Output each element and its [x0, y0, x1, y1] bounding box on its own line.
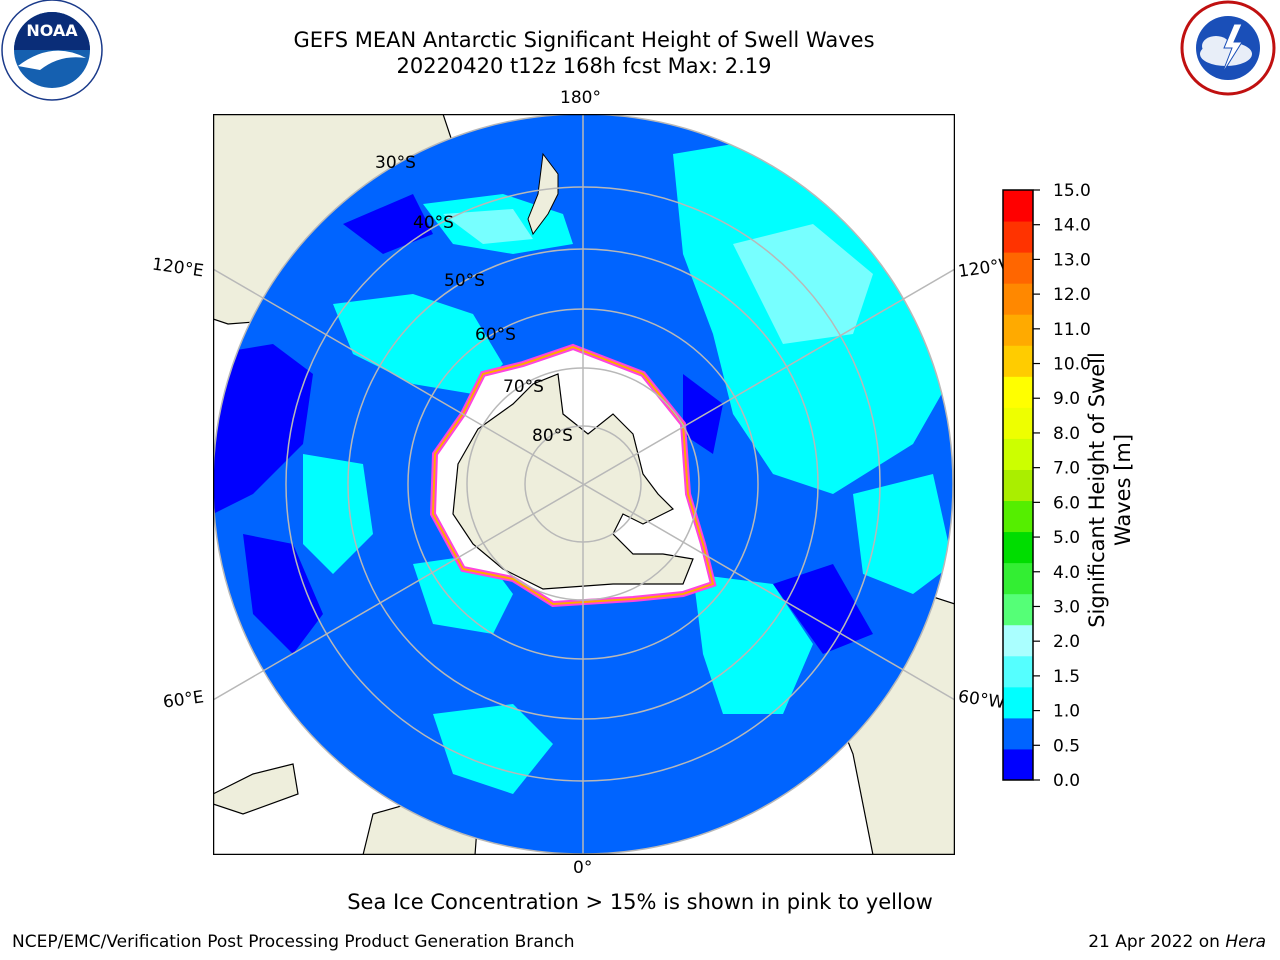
footer-host: Hera	[1225, 932, 1266, 952]
colorbar-tick-label: 2.0	[1053, 632, 1080, 652]
colorbar-swatch	[1003, 562, 1033, 595]
colorbar-tick-label: 3.0	[1053, 597, 1080, 617]
colorbar: 15.0 14.0 13.0 12.0 11.0 10.0 9.0 8.0 7.0 6.0 5.0 4…	[1002, 181, 1135, 791]
colorbar-tick-label: 0.5	[1053, 736, 1080, 756]
footer-date: 21 Apr 2022 on Hera	[1088, 932, 1266, 952]
colorbar-swatch	[1003, 531, 1033, 564]
colorbar-tick-label: 1.5	[1053, 667, 1080, 687]
colorbar-swatch	[1003, 624, 1033, 657]
colorbar-swatch	[1003, 376, 1033, 408]
colorbar-tick-label: 15.0	[1053, 181, 1091, 201]
colorbar-tick-label: 5.0	[1053, 528, 1080, 548]
colorbar-swatch	[1003, 469, 1033, 502]
colorbar-swatch	[1003, 345, 1033, 377]
colorbar-tick-label: 11.0	[1053, 320, 1091, 340]
colorbar-swatch	[1003, 190, 1033, 222]
colorbar-swatch	[1003, 221, 1033, 253]
footer-date-text: 21 Apr 2022 on	[1088, 932, 1226, 952]
colorbar-tick-label: 7.0	[1053, 459, 1080, 479]
colorbar-swatch	[1003, 283, 1033, 315]
colorbar-swatch	[1003, 252, 1033, 284]
madagascar-land	[213, 763, 299, 815]
lon-label-180: 180°	[560, 88, 601, 108]
noaa-logo: NOAA	[1, 0, 103, 101]
polar-map: 30°S 40°S 50°S 60°S 70°S 80°S	[213, 114, 955, 855]
lon-label-0: 0°	[573, 858, 593, 878]
colorbar-swatch	[1003, 748, 1033, 781]
colorbar-tick-label: 4.0	[1053, 563, 1080, 583]
colorbar-swatch	[1003, 686, 1033, 719]
colorbar-tick-label: 6.0	[1053, 493, 1080, 513]
lat-label-60s: 60°S	[475, 325, 516, 345]
colorbar-swatch	[1003, 717, 1033, 750]
colorbar-swatch	[1003, 655, 1033, 688]
chart-title: GEFS MEAN Antarctic Significant Height o…	[293, 28, 875, 52]
lat-label-70s: 70°S	[503, 377, 544, 397]
colorbar-tick-label: 0.0	[1053, 771, 1080, 791]
chart-subtitle: 20220420 t12z 168h fcst Max: 2.19	[396, 54, 772, 78]
colorbar-swatch	[1003, 407, 1033, 439]
colorbar-tick-label: 13.0	[1053, 250, 1091, 270]
lon-label-60e: 60°E	[161, 687, 206, 713]
lat-label-40s: 40°S	[413, 213, 454, 233]
colorbar-swatch	[1003, 593, 1033, 626]
colorbar-tick-label: 8.0	[1053, 424, 1080, 444]
antarctica-land	[452, 373, 694, 590]
low-swell-regions	[213, 194, 873, 654]
colorbar-frame	[1002, 189, 1034, 781]
new-zealand-land	[527, 152, 559, 236]
noaa-logo-text: NOAA	[26, 21, 78, 40]
colorbar-tick-label: 9.0	[1053, 389, 1080, 409]
lon-label-120e: 120°E	[150, 254, 205, 282]
colorbar-tick-label: 10.0	[1053, 355, 1091, 375]
nws-logo	[1180, 0, 1276, 96]
lat-label-50s: 50°S	[444, 271, 485, 291]
colorbar-label-line1: Significant Height of Swell	[1085, 352, 1109, 628]
colorbar-swatch	[1003, 314, 1033, 346]
colorbar-tick-label: 14.0	[1053, 216, 1091, 236]
lat-label-30s: 30°S	[375, 153, 416, 173]
colorbar-tick-label: 12.0	[1053, 285, 1091, 305]
colorbar-label-line2: Waves [m]	[1111, 434, 1135, 546]
colorbar-swatch	[1003, 500, 1033, 533]
colorbar-tick-label: 1.0	[1053, 702, 1080, 722]
sea-ice-note: Sea Ice Concentration > 15% is shown in …	[347, 890, 933, 914]
footer-branch: NCEP/EMC/Verification Post Processing Pr…	[12, 932, 575, 952]
map-frame	[213, 114, 955, 855]
latitude-labels: 30°S 40°S 50°S 60°S 70°S 80°S	[375, 153, 573, 446]
lat-label-80s: 80°S	[532, 426, 573, 446]
colorbar-swatch	[1003, 438, 1033, 470]
